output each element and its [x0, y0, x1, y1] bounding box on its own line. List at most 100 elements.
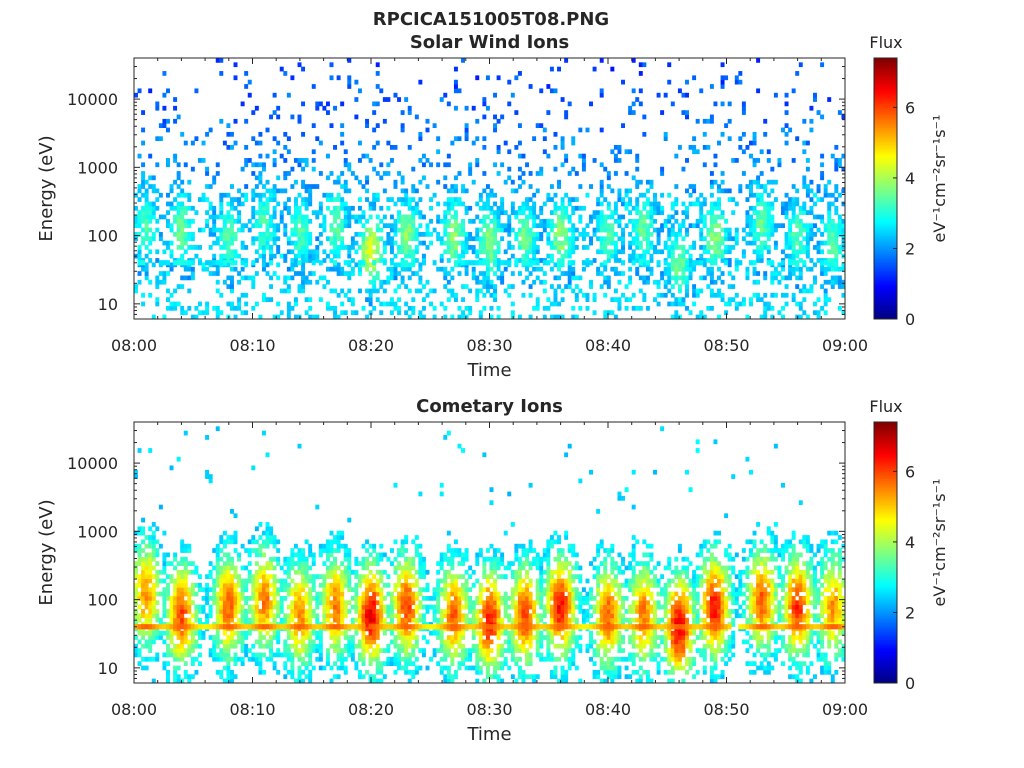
colorbar-segment	[874, 454, 897, 458]
colorbar-segment	[874, 208, 897, 211]
colorbar-segment	[874, 227, 897, 231]
colorbar-segment	[874, 221, 897, 224]
colorbar-segment	[874, 469, 897, 473]
x-tick-label: 09:00	[822, 336, 868, 355]
colorbar-segment	[874, 567, 897, 571]
colorbar-segment	[874, 81, 897, 85]
colorbar-segment	[874, 582, 897, 586]
colorbar-segment	[874, 428, 897, 432]
colorbar-segment	[874, 617, 897, 621]
y-tick-label: 10	[98, 659, 118, 678]
colorbar-segment	[874, 299, 897, 303]
x-axis-label: Time	[466, 724, 511, 745]
colorbar-segment	[874, 236, 897, 240]
x-tick-label: 08:20	[348, 700, 394, 719]
colorbar-segment	[874, 432, 897, 436]
colorbar-segment	[874, 260, 897, 263]
colorbar-segment	[874, 277, 897, 281]
colorbar-segment	[874, 465, 897, 469]
colorbar-segment	[874, 622, 897, 625]
colorbar-segment	[874, 305, 897, 309]
x-tick-label: 08:30	[466, 700, 512, 719]
figure-title: RPCICA151005T08.PNG	[373, 9, 609, 30]
colorbar-segment	[874, 275, 897, 279]
colorbar-segment	[874, 173, 897, 176]
y-tick-label: 10000	[67, 90, 118, 109]
colorbar-tick-label: 4	[905, 169, 915, 188]
colorbar-segment	[874, 79, 897, 83]
colorbar-segment	[874, 461, 897, 464]
colorbar-segment	[874, 140, 897, 144]
colorbar-segment	[874, 105, 897, 109]
colorbar-segment	[874, 559, 897, 562]
colorbar-segment	[874, 223, 897, 226]
colorbar-segment	[874, 245, 897, 248]
x-tick-label: 08:30	[466, 336, 512, 355]
x-tick-label: 08:40	[585, 336, 631, 355]
colorbar-segment	[874, 500, 897, 503]
colorbar-segment	[874, 171, 897, 174]
heatmap-cells	[134, 58, 846, 320]
colorbar-segment	[874, 550, 897, 553]
colorbar-segment	[874, 680, 897, 684]
colorbar-segment	[874, 517, 897, 521]
colorbar-segment	[874, 162, 897, 166]
colorbar-segment	[874, 652, 897, 656]
colorbar-segment	[874, 448, 897, 451]
colorbar-tick-label: 6	[905, 462, 915, 481]
colorbar-segment	[874, 524, 897, 527]
x-tick-label: 08:00	[111, 336, 157, 355]
colorbar-segment	[874, 188, 897, 192]
colorbar-segment	[874, 225, 897, 229]
colorbar-segment	[874, 134, 897, 137]
colorbar-segment	[874, 637, 897, 640]
colorbar-segment	[874, 125, 897, 129]
colorbar-segment	[874, 439, 897, 443]
colorbar-unit-label: eV⁻¹cm⁻²sr⁻¹s⁻¹	[930, 115, 949, 243]
y-tick-label: 1000	[77, 522, 118, 541]
colorbar-segment	[874, 628, 897, 632]
colorbar-segment	[874, 279, 897, 283]
colorbar-segment	[874, 168, 897, 172]
colorbar-segment	[874, 602, 897, 606]
colorbar-segment	[874, 255, 897, 259]
colorbar-segment	[874, 632, 897, 636]
colorbar-segment	[874, 203, 897, 207]
colorbar-segment	[874, 537, 897, 540]
colorbar-segment	[874, 576, 897, 580]
colorbar-segment	[874, 426, 897, 430]
colorbar-segment	[874, 643, 897, 647]
colorbar-tick-label: 6	[905, 98, 915, 117]
panel-title: Cometary Ions	[416, 396, 563, 417]
colorbar-segment	[874, 593, 897, 597]
panel-title: Solar Wind Ions	[410, 32, 569, 53]
colorbar-segment	[874, 630, 897, 634]
colorbar-segment	[874, 290, 897, 294]
colorbar-segment	[874, 284, 897, 287]
x-tick-label: 08:10	[229, 700, 275, 719]
colorbar-segment	[874, 491, 897, 495]
colorbar-segment	[874, 452, 897, 456]
colorbar-segment	[874, 667, 897, 671]
colorbar-segment	[874, 604, 897, 608]
colorbar-segment	[874, 234, 897, 237]
colorbar-segment	[874, 641, 897, 645]
colorbar-segment	[874, 151, 897, 155]
colorbar-segment	[874, 672, 897, 675]
colorbar-segment	[874, 292, 897, 296]
colorbar-segment	[874, 142, 897, 146]
colorbar-segment	[874, 266, 897, 270]
colorbar-segment	[874, 541, 897, 545]
colorbar-segment	[874, 435, 897, 438]
colorbar-segment	[874, 552, 897, 556]
colorbar-segment	[874, 526, 897, 530]
colorbar-segment	[874, 539, 897, 543]
colorbar-segment	[874, 545, 897, 549]
colorbar-segment	[874, 450, 897, 453]
colorbar-segment	[874, 214, 897, 218]
x-tick-label: 08:00	[111, 700, 157, 719]
colorbar-segment	[874, 131, 897, 135]
colorbar-segment	[874, 511, 897, 514]
colorbar-segment	[874, 619, 897, 623]
colorbar-segment	[874, 164, 897, 168]
